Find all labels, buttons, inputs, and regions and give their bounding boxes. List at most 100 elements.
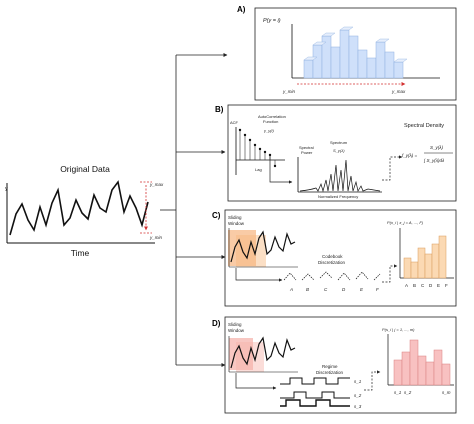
panel-c-sliding-1: Sliding xyxy=(228,215,242,220)
hist-bar xyxy=(409,339,419,386)
hist-bar xyxy=(393,359,403,386)
acf-gamma: γ_y(l) xyxy=(264,128,274,133)
hist-bar xyxy=(417,247,426,279)
panel-d-histogram xyxy=(393,339,451,386)
hist-s1: s_1 xyxy=(394,390,402,395)
fy-numerator: S_y(λ) xyxy=(430,145,443,150)
panel-a-histogram xyxy=(303,29,404,79)
hist-bar xyxy=(384,51,395,79)
seq-letter-b: B xyxy=(306,287,309,292)
hist-bar xyxy=(403,257,412,279)
acf-title-2: Function xyxy=(263,119,278,124)
panel-a-frame xyxy=(254,7,457,101)
acf-title-1: AutoCorrelation xyxy=(258,114,286,119)
hist-s2: s_2 xyxy=(404,390,412,395)
original-x-label: Time xyxy=(71,248,90,258)
panel-d-sliding-2: Window xyxy=(228,328,245,333)
panel-c-sliding-2: Window xyxy=(228,221,245,226)
panel-c: C) Sliding Window Codebook Discretizatio… xyxy=(212,209,457,307)
codebook-2: Discretization xyxy=(318,260,346,265)
panel-a-prob-label: P(y = i) xyxy=(263,18,281,24)
ymax-label: y_max xyxy=(149,182,164,187)
hist-letter-c: C xyxy=(421,283,425,288)
original-data: Original Data y y_max y_min Time xyxy=(5,164,164,258)
hist-letter-a: A xyxy=(405,283,408,288)
panel-d-frame xyxy=(224,316,457,414)
panel-a-letter: A) xyxy=(237,5,246,14)
panel-c-frame xyxy=(224,209,457,307)
panel-d-sliding-1: Sliding xyxy=(228,322,242,327)
hist-letter-f: F xyxy=(445,283,448,288)
codebook-sequence xyxy=(283,271,381,281)
spectrum-title: Spectrum xyxy=(330,140,348,145)
hist-bar xyxy=(303,59,314,79)
spectrum-curve xyxy=(299,159,381,193)
spectrum-fn: S_y(λ) xyxy=(333,148,345,153)
ymin-label: y_min xyxy=(149,235,163,240)
acf-points xyxy=(238,128,277,168)
sliding-window-d-2 xyxy=(236,342,264,372)
hist-bar xyxy=(393,61,404,79)
hist-bar xyxy=(433,349,443,386)
spectral-density-title: Spectral Density xyxy=(404,123,444,129)
normalized-freq: Normalized Frequency xyxy=(318,194,358,199)
panel-b-letter: B) xyxy=(215,105,224,114)
seq-letter-a: A xyxy=(289,287,293,292)
seq-letter-d: D xyxy=(342,287,346,292)
panel-c-arrow-2 xyxy=(382,264,398,283)
fy-denominator: ∫ S_y(λ)dλ xyxy=(423,158,444,163)
regime-signals xyxy=(280,377,350,407)
panel-d-arrow-2 xyxy=(364,370,381,391)
fy-label: f_y(λ) = xyxy=(402,153,417,158)
acf-axis-label: ACF xyxy=(230,120,239,125)
panel-d-series xyxy=(230,336,296,369)
hist-bar xyxy=(417,355,427,386)
panel-d-letter: D) xyxy=(212,319,221,328)
panel-c-prob: P(x_i | x_j = A, ..., F) xyxy=(387,220,424,225)
panel-a-bar-depth xyxy=(303,26,408,63)
panel-c-histogram xyxy=(403,235,447,279)
seq-letter-f: F xyxy=(376,287,379,292)
panel-b-frame xyxy=(227,104,457,202)
hist-bar xyxy=(431,243,440,279)
hist-letter-e: E xyxy=(437,283,440,288)
panel-d-arrow-1 xyxy=(235,373,277,390)
spectrum-to-density-arrow xyxy=(382,155,403,181)
acf-lag-label: Lag xyxy=(255,167,262,172)
hist-letter-b: B xyxy=(413,283,416,288)
original-series-line xyxy=(9,180,149,236)
seq-letter-c: C xyxy=(324,287,328,292)
panel-d: D) Sliding Window Regime Discretization … xyxy=(212,316,457,414)
hist-bar xyxy=(410,261,419,279)
hist-bar xyxy=(348,35,359,79)
hist-bar xyxy=(425,361,435,386)
panel-b: B) ACF AutoCorrelation Function γ_y(l) L… xyxy=(215,104,457,202)
hist-bar xyxy=(312,44,323,79)
hist-bar xyxy=(424,253,433,279)
seq-letter-e: E xyxy=(360,287,364,292)
hist-bar xyxy=(366,57,377,79)
hist-bar xyxy=(357,49,368,79)
sliding-window-c-2 xyxy=(236,235,266,267)
panel-a: A) P(y = i) y_min y_max xyxy=(237,5,457,101)
regime-1: Regime xyxy=(322,364,338,369)
panel-c-letter: C) xyxy=(212,211,221,220)
panel-c-arrow-1 xyxy=(235,268,283,282)
hist-bar xyxy=(441,363,451,386)
spectral-power-1: Spectral xyxy=(299,145,314,150)
state-s2: s_2 xyxy=(354,393,362,398)
hist-bar xyxy=(401,351,411,386)
hist-sm: s_m xyxy=(442,390,451,395)
state-s3: s_3 xyxy=(354,404,362,409)
hist-bar xyxy=(339,29,350,79)
panel-a-ymax: y_max xyxy=(391,89,406,94)
hist-bar xyxy=(330,46,341,79)
panel-a-ymin: y_min xyxy=(282,89,296,94)
state-s1: s_1 xyxy=(354,379,362,384)
hist-bar xyxy=(438,235,447,279)
hist-bar xyxy=(375,41,386,79)
panel-d-prob: P(s_i | j = 1, ..., m) xyxy=(382,327,415,332)
codebook-1: Codebook xyxy=(322,254,343,259)
acf-to-spectrum-arrow xyxy=(269,156,293,184)
